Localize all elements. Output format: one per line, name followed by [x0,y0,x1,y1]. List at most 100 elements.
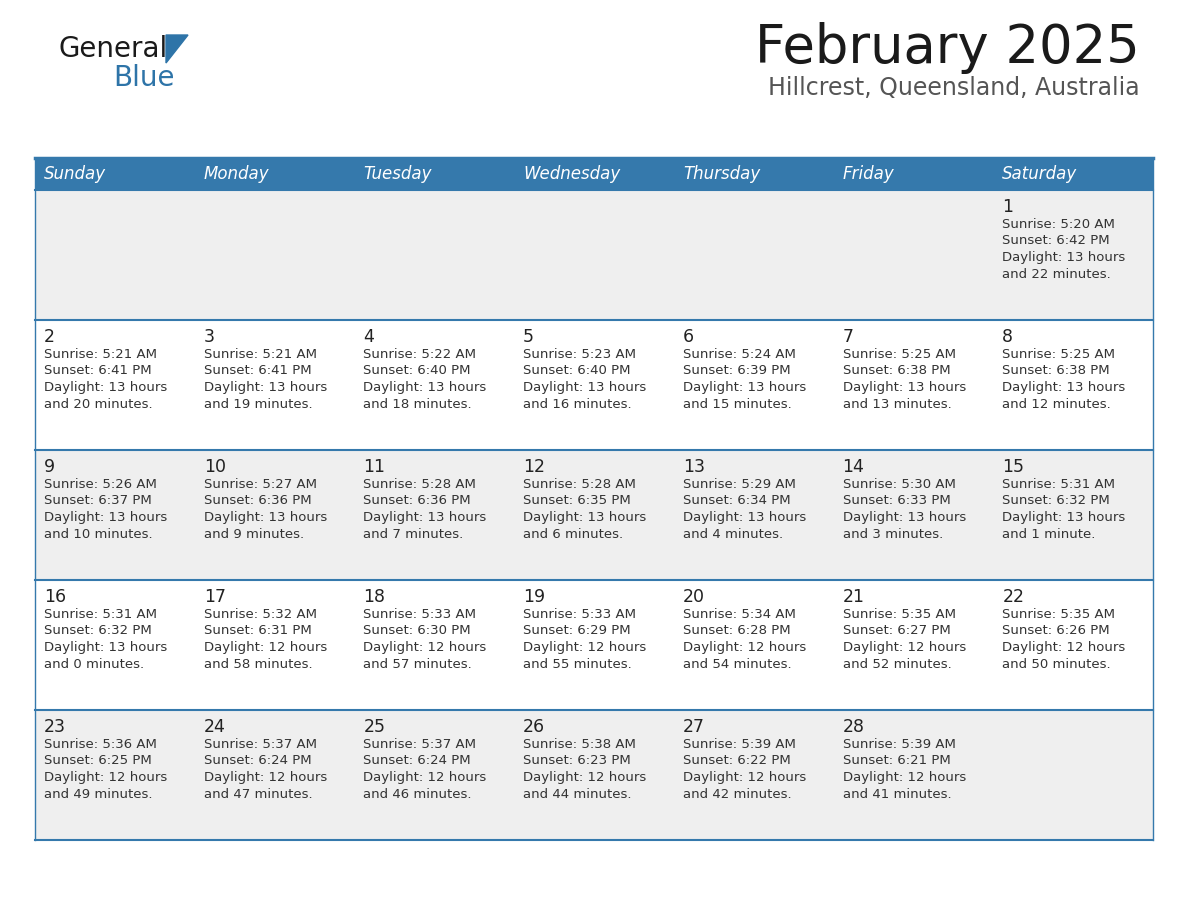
Text: Daylight: 12 hours: Daylight: 12 hours [523,771,646,784]
Text: 8: 8 [1003,328,1013,346]
Text: Sunset: 6:24 PM: Sunset: 6:24 PM [364,755,472,767]
Text: Daylight: 13 hours: Daylight: 13 hours [683,511,807,524]
Bar [34,450,1154,580]
Bar [195,158,354,190]
Text: and 16 minutes.: and 16 minutes. [523,397,632,410]
Text: 20: 20 [683,588,704,606]
Text: Daylight: 12 hours: Daylight: 12 hours [842,771,966,784]
Text: Sunset: 6:22 PM: Sunset: 6:22 PM [683,755,790,767]
Text: and 15 minutes.: and 15 minutes. [683,397,791,410]
Text: Daylight: 12 hours: Daylight: 12 hours [364,641,487,654]
Text: Monday: Monday [203,165,270,183]
Bar [993,158,1154,190]
Text: and 47 minutes.: and 47 minutes. [203,788,312,800]
Text: Sunset: 6:23 PM: Sunset: 6:23 PM [523,755,631,767]
Text: Sunset: 6:24 PM: Sunset: 6:24 PM [203,755,311,767]
Text: Sunset: 6:29 PM: Sunset: 6:29 PM [523,624,631,637]
Text: 18: 18 [364,588,385,606]
Text: and 49 minutes.: and 49 minutes. [44,788,152,800]
Text: Sunrise: 5:33 AM: Sunrise: 5:33 AM [523,608,636,621]
Text: 1: 1 [1003,198,1013,216]
Bar [34,158,195,190]
Text: Sunrise: 5:25 AM: Sunrise: 5:25 AM [842,348,955,361]
Text: Daylight: 12 hours: Daylight: 12 hours [44,771,168,784]
Text: Thursday: Thursday [683,165,760,183]
Text: Sunrise: 5:37 AM: Sunrise: 5:37 AM [364,738,476,751]
Text: Daylight: 13 hours: Daylight: 13 hours [683,381,807,394]
Text: 28: 28 [842,718,865,736]
Text: 4: 4 [364,328,374,346]
Bar [354,158,514,190]
Text: Sunrise: 5:38 AM: Sunrise: 5:38 AM [523,738,636,751]
Text: Daylight: 13 hours: Daylight: 13 hours [523,381,646,394]
Text: Sunrise: 5:20 AM: Sunrise: 5:20 AM [1003,218,1116,231]
Text: 21: 21 [842,588,865,606]
Polygon shape [166,35,188,63]
Text: Sunrise: 5:26 AM: Sunrise: 5:26 AM [44,478,157,491]
Text: Sunset: 6:40 PM: Sunset: 6:40 PM [364,364,470,377]
Text: Sunset: 6:31 PM: Sunset: 6:31 PM [203,624,311,637]
Text: and 54 minutes.: and 54 minutes. [683,657,791,670]
Text: Sunrise: 5:31 AM: Sunrise: 5:31 AM [1003,478,1116,491]
Text: 3: 3 [203,328,215,346]
Text: Sunset: 6:37 PM: Sunset: 6:37 PM [44,495,152,508]
Bar [34,580,1154,710]
Text: Daylight: 12 hours: Daylight: 12 hours [523,641,646,654]
Text: and 20 minutes.: and 20 minutes. [44,397,152,410]
Text: 2: 2 [44,328,55,346]
Text: and 1 minute.: and 1 minute. [1003,528,1095,541]
Text: Hillcrest, Queensland, Australia: Hillcrest, Queensland, Australia [769,76,1140,100]
Text: Daylight: 13 hours: Daylight: 13 hours [203,511,327,524]
Text: 9: 9 [44,458,55,476]
Text: Daylight: 12 hours: Daylight: 12 hours [683,641,807,654]
Text: Sunday: Sunday [44,165,106,183]
Text: Sunset: 6:41 PM: Sunset: 6:41 PM [203,364,311,377]
Text: 26: 26 [523,718,545,736]
Text: and 3 minutes.: and 3 minutes. [842,528,943,541]
Text: Sunrise: 5:34 AM: Sunrise: 5:34 AM [683,608,796,621]
Bar [514,158,674,190]
Text: and 0 minutes.: and 0 minutes. [44,657,144,670]
Text: Sunrise: 5:21 AM: Sunrise: 5:21 AM [203,348,317,361]
Text: Sunset: 6:21 PM: Sunset: 6:21 PM [842,755,950,767]
Text: Sunrise: 5:21 AM: Sunrise: 5:21 AM [44,348,157,361]
Text: Sunset: 6:42 PM: Sunset: 6:42 PM [1003,234,1110,248]
Text: Sunset: 6:36 PM: Sunset: 6:36 PM [364,495,472,508]
Text: and 41 minutes.: and 41 minutes. [842,788,952,800]
Text: Daylight: 13 hours: Daylight: 13 hours [523,511,646,524]
Text: 6: 6 [683,328,694,346]
Text: Daylight: 13 hours: Daylight: 13 hours [44,641,168,654]
Text: 22: 22 [1003,588,1024,606]
Text: Sunrise: 5:30 AM: Sunrise: 5:30 AM [842,478,955,491]
Text: Sunset: 6:38 PM: Sunset: 6:38 PM [842,364,950,377]
Text: Daylight: 12 hours: Daylight: 12 hours [1003,641,1125,654]
Text: Sunrise: 5:27 AM: Sunrise: 5:27 AM [203,478,317,491]
Text: 13: 13 [683,458,704,476]
Text: and 13 minutes.: and 13 minutes. [842,397,952,410]
Text: 10: 10 [203,458,226,476]
Text: and 50 minutes.: and 50 minutes. [1003,657,1111,670]
Text: and 9 minutes.: and 9 minutes. [203,528,304,541]
Text: Sunset: 6:34 PM: Sunset: 6:34 PM [683,495,790,508]
Text: Daylight: 13 hours: Daylight: 13 hours [44,381,168,394]
Text: 11: 11 [364,458,385,476]
Text: Daylight: 13 hours: Daylight: 13 hours [842,381,966,394]
Text: 16: 16 [44,588,67,606]
Text: and 46 minutes.: and 46 minutes. [364,788,472,800]
Text: and 57 minutes.: and 57 minutes. [364,657,472,670]
Text: Daylight: 13 hours: Daylight: 13 hours [1003,381,1125,394]
Text: Sunrise: 5:24 AM: Sunrise: 5:24 AM [683,348,796,361]
Text: and 7 minutes.: and 7 minutes. [364,528,463,541]
Text: Sunset: 6:41 PM: Sunset: 6:41 PM [44,364,152,377]
Bar [34,190,1154,320]
Text: Sunset: 6:36 PM: Sunset: 6:36 PM [203,495,311,508]
Text: Sunset: 6:39 PM: Sunset: 6:39 PM [683,364,790,377]
Text: Wednesday: Wednesday [523,165,620,183]
Text: Daylight: 12 hours: Daylight: 12 hours [203,771,327,784]
Text: Daylight: 13 hours: Daylight: 13 hours [44,511,168,524]
Text: Daylight: 13 hours: Daylight: 13 hours [842,511,966,524]
Text: Sunrise: 5:35 AM: Sunrise: 5:35 AM [842,608,955,621]
Text: Sunset: 6:28 PM: Sunset: 6:28 PM [683,624,790,637]
Text: and 55 minutes.: and 55 minutes. [523,657,632,670]
Text: and 4 minutes.: and 4 minutes. [683,528,783,541]
